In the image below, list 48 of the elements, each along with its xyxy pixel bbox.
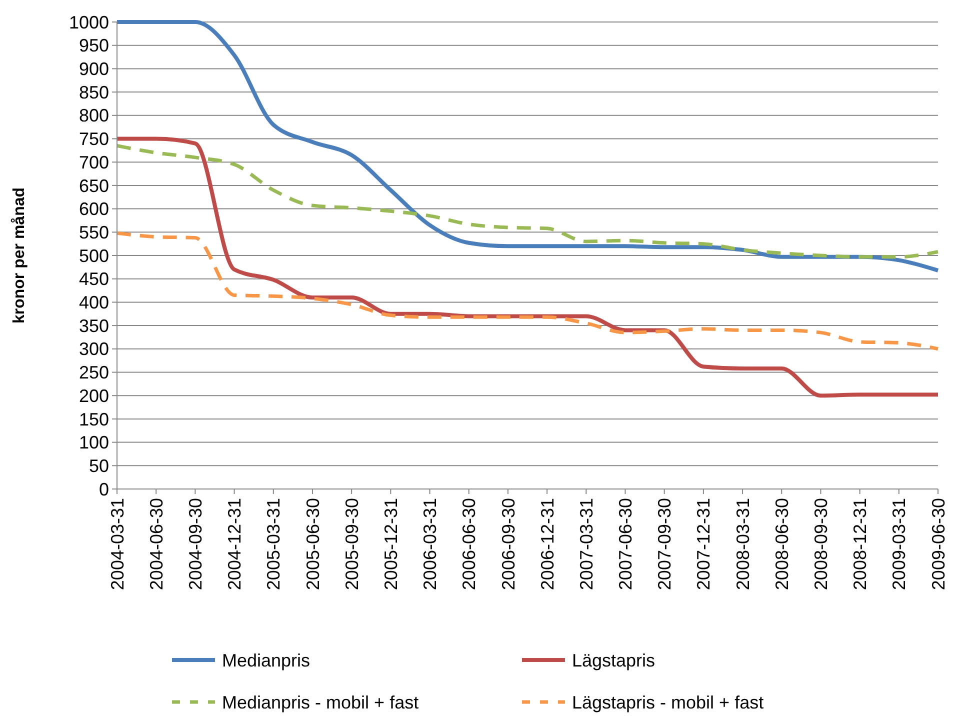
x-tick-label: 2006-06-30 xyxy=(459,498,480,590)
y-tick-label: 900 xyxy=(78,59,109,79)
x-tick-label: 2005-12-31 xyxy=(380,498,401,590)
x-tick-label: 2008-09-30 xyxy=(811,498,832,590)
x-tick-label: 2005-09-30 xyxy=(342,498,362,590)
y-tick-label: 1000 xyxy=(68,12,109,32)
x-tick-label: 2006-09-30 xyxy=(498,498,518,590)
x-tick-label: 2007-12-31 xyxy=(694,498,714,590)
y-tick-label: 450 xyxy=(78,269,109,290)
x-tick-label: 2008-06-30 xyxy=(772,498,792,590)
y-tick-label: 600 xyxy=(78,199,109,220)
y-tick-label: 300 xyxy=(78,339,109,360)
legend-label: Lägstapris - mobil + fast xyxy=(572,692,764,712)
y-tick-label: 150 xyxy=(78,409,109,430)
y-tick-label: 100 xyxy=(78,432,109,453)
y-axis-title: kronor per månad xyxy=(10,187,28,324)
y-tick-label: 800 xyxy=(78,106,109,126)
y-tick-label: 50 xyxy=(88,456,109,476)
y-tick-label: 750 xyxy=(78,129,109,150)
y-tick-label: 400 xyxy=(78,292,109,312)
x-tick-label: 2008-12-31 xyxy=(850,498,870,590)
y-tick-label: 700 xyxy=(78,152,109,172)
y-tick-label: 500 xyxy=(78,246,109,266)
x-tick-label: 2007-09-30 xyxy=(654,498,675,590)
x-tick-label: 2006-12-31 xyxy=(537,498,558,590)
legend-label: Medianpris - mobil + fast xyxy=(222,692,419,712)
y-tick-label: 850 xyxy=(78,82,109,102)
x-tick-label: 2004-09-30 xyxy=(185,498,206,590)
legend-label: Lägstapris xyxy=(572,650,656,670)
x-tick-label: 2006-03-31 xyxy=(420,498,440,590)
x-tick-label: 2008-03-31 xyxy=(732,498,753,590)
legend-label: Medianpris xyxy=(222,650,310,670)
y-tick-label: 350 xyxy=(78,316,109,336)
y-tick-label: 0 xyxy=(98,479,109,500)
x-tick-label: 2007-06-30 xyxy=(616,498,636,590)
y-tick-label: 650 xyxy=(78,176,109,196)
x-tick-label: 2009-06-30 xyxy=(928,498,948,590)
x-tick-label: 2005-06-30 xyxy=(302,498,323,590)
x-tick-label: 2004-03-31 xyxy=(107,498,128,590)
x-tick-label: 2004-06-30 xyxy=(146,498,166,590)
x-tick-label: 2007-03-31 xyxy=(576,498,596,590)
y-tick-label: 950 xyxy=(78,36,109,56)
x-tick-label: 2009-03-31 xyxy=(889,498,910,590)
y-tick-label: 550 xyxy=(78,222,109,242)
y-tick-label: 200 xyxy=(78,386,109,406)
x-tick-label: 2005-03-31 xyxy=(264,498,284,590)
y-tick-label: 250 xyxy=(78,362,109,383)
x-tick-label: 2004-12-31 xyxy=(224,498,245,590)
